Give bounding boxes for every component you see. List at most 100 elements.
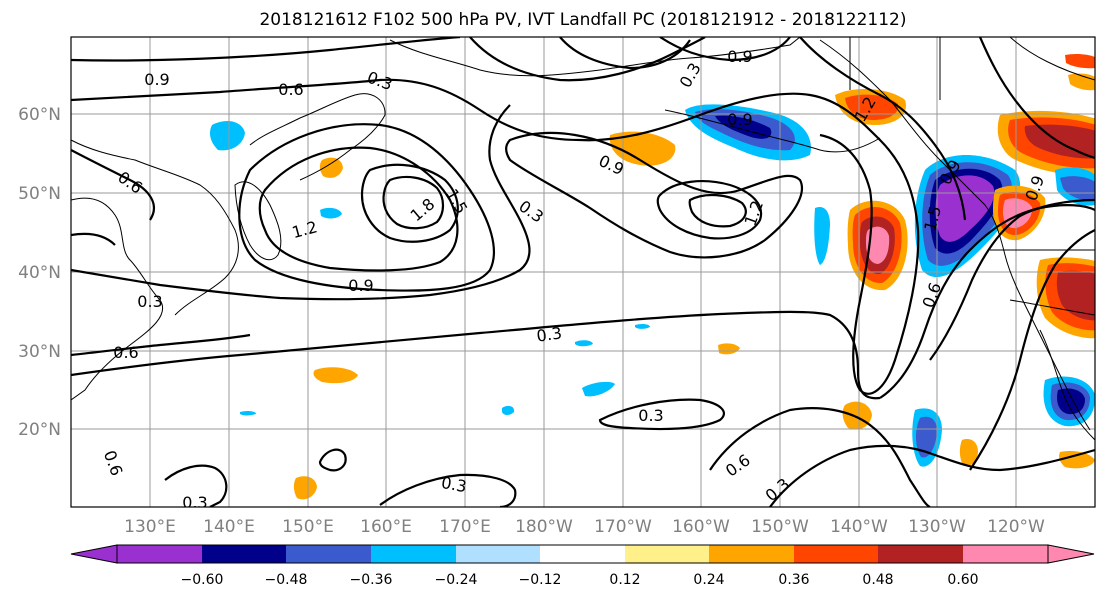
pv-contour <box>71 149 156 221</box>
pv-contour <box>656 180 763 240</box>
lon-label: 140°E <box>203 517 255 537</box>
lon-label: 160°E <box>360 517 412 537</box>
colorbar-swatch <box>456 545 540 563</box>
lon-label: 130°W <box>908 517 966 537</box>
colorbar-swatch <box>371 545 456 563</box>
positive-anomaly-region <box>609 131 676 166</box>
colorbar-tick-label: −0.48 <box>265 572 308 588</box>
contour-label: 0.9 <box>348 276 373 295</box>
kamchatka-coastline <box>249 93 386 181</box>
contour-label: 0.3 <box>535 323 563 345</box>
pv-contour <box>71 104 531 301</box>
lon-label: 120°W <box>987 517 1045 537</box>
pv-contour <box>71 310 881 400</box>
colorbar-tick-label: 0.36 <box>778 572 809 588</box>
asia-coastline <box>71 139 239 316</box>
negative-anomaly-region <box>814 206 830 265</box>
positive-anomaly-region <box>1059 450 1095 469</box>
colorbar: −0.60 −0.48 −0.36 −0.24 −0.12 0.12 0.24 … <box>70 544 1095 588</box>
lon-label: 170°W <box>594 517 652 537</box>
lon-label: 180°W <box>515 517 573 537</box>
colorbar-tick-label: −0.36 <box>350 572 393 588</box>
anomaly-shading <box>210 53 1095 500</box>
negative-anomaly-region <box>502 405 515 415</box>
colorbar-swatch <box>625 545 709 563</box>
contour-label: 0.9 <box>144 70 169 89</box>
negative-anomaly-region <box>210 121 245 151</box>
latitude-labels: 20°N 30°N 40°N 50°N 60°N <box>18 105 61 440</box>
negative-anomaly-region <box>582 381 615 397</box>
pv-contour <box>71 333 251 357</box>
colorbar-tick-label: 0.12 <box>609 572 640 588</box>
pv-contour <box>382 175 445 230</box>
colorbar-tick-label: −0.12 <box>519 572 562 588</box>
lat-label: 20°N <box>18 420 61 440</box>
negative-anomaly-region <box>635 323 650 329</box>
colorbar-tick-label: −0.60 <box>181 572 224 588</box>
positive-anomaly-region <box>959 439 978 466</box>
colorbar-swatch <box>963 545 1048 563</box>
colorbar-swatch <box>878 545 963 563</box>
pv-contour <box>469 37 706 82</box>
pv-contour <box>559 37 691 70</box>
lon-label: 150°W <box>751 517 809 537</box>
pv-contour <box>598 398 725 431</box>
colorbar-tick-label: 0.60 <box>947 572 978 588</box>
lon-label: 150°E <box>282 517 334 537</box>
pv-contour <box>929 198 1095 361</box>
pv-contour <box>879 204 1095 399</box>
negative-anomaly-region <box>320 207 342 219</box>
contour-label: 0.9 <box>727 110 752 129</box>
positive-anomaly-region <box>1003 198 1033 229</box>
colorbar-swatch <box>709 545 794 563</box>
pv-contour <box>769 444 1095 507</box>
pv-contour <box>379 473 517 507</box>
positive-anomaly-region <box>313 367 358 384</box>
colorbar-swatch <box>202 545 286 563</box>
pv-contour <box>709 407 931 507</box>
negative-anomaly-region <box>915 416 938 458</box>
contour-label: 0.3 <box>440 473 468 496</box>
lat-label: 40°N <box>18 263 61 283</box>
pv-contour <box>799 37 967 221</box>
graticule <box>71 37 1095 507</box>
map-area: 0.9 0.6 0.3 0.9 0.6 1.2 1.8 1.5 0.3 0.9 … <box>71 37 1095 507</box>
lon-label: 140°W <box>830 517 888 537</box>
pv-contour <box>238 123 495 292</box>
pv-contour <box>505 131 803 259</box>
pv-contour <box>71 78 920 395</box>
japan-coastline <box>234 181 282 261</box>
negative-anomaly-region <box>935 175 995 242</box>
colorbar-extend-min <box>70 544 118 564</box>
colorbar-extend-max <box>1047 544 1095 564</box>
colorbar-swatch <box>117 545 202 563</box>
colorbar-swatch <box>286 545 371 563</box>
borders <box>849 37 1095 316</box>
positive-anomaly-region <box>293 476 317 500</box>
colorbar-tick-label: 0.24 <box>693 572 724 588</box>
pv-contour <box>258 146 459 272</box>
pv-contour <box>978 37 1095 160</box>
contour-label: 0.6 <box>278 80 303 99</box>
positive-anomaly-region <box>319 157 343 178</box>
lon-label: 170°E <box>439 517 491 537</box>
colorbar-tick-label: −0.24 <box>435 572 478 588</box>
pv-contours <box>71 37 1095 507</box>
pv-contour <box>360 163 459 243</box>
positive-anomaly-region <box>866 226 890 264</box>
lon-label: 130°E <box>124 517 176 537</box>
baja-coastline <box>1039 329 1095 441</box>
positive-anomaly-region <box>1065 53 1095 69</box>
map-frame <box>70 36 1096 508</box>
colorbar-frame <box>116 544 1049 564</box>
lat-label: 30°N <box>18 342 61 362</box>
colorbar-tick-label: 0.48 <box>862 572 893 588</box>
siberia-coastline <box>389 37 801 77</box>
contour-label: 0.3 <box>638 406 663 425</box>
colorbar-swatch <box>794 545 878 563</box>
colorbar-swatch <box>540 545 625 563</box>
pv-contour <box>164 464 228 507</box>
negative-anomaly-region <box>575 340 593 347</box>
